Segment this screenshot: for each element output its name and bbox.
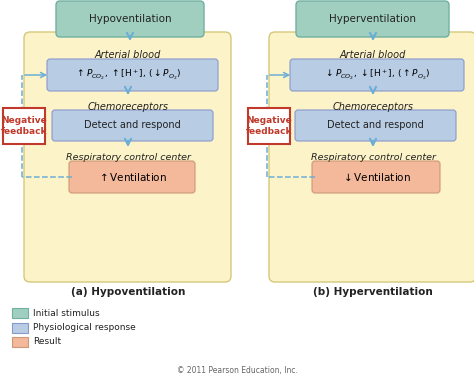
- Text: Respiratory control center: Respiratory control center: [310, 153, 436, 163]
- Text: Chemoreceptors: Chemoreceptors: [88, 102, 168, 112]
- Text: Physiological response: Physiological response: [33, 324, 136, 332]
- Text: $\uparrow$$P_{CO_2}$, $\uparrow$[H$^+$], ($\downarrow$$P_{O_2}$): $\uparrow$$P_{CO_2}$, $\uparrow$[H$^+$],…: [75, 68, 181, 82]
- Text: Arterial blood: Arterial blood: [340, 50, 406, 60]
- FancyBboxPatch shape: [69, 161, 195, 193]
- FancyBboxPatch shape: [56, 1, 204, 37]
- Text: Respiratory control center: Respiratory control center: [65, 153, 191, 163]
- Text: Hypoventilation: Hypoventilation: [89, 14, 171, 24]
- FancyBboxPatch shape: [24, 32, 231, 282]
- Bar: [12, 308, 28, 318]
- FancyBboxPatch shape: [312, 161, 440, 193]
- Text: Hyperventilation: Hyperventilation: [329, 14, 417, 24]
- Text: (b) Hyperventilation: (b) Hyperventilation: [313, 287, 433, 297]
- Text: (a) Hypoventilation: (a) Hypoventilation: [71, 287, 185, 297]
- Bar: [248, 108, 290, 144]
- Text: Result: Result: [33, 338, 61, 346]
- Text: $\downarrow$$P_{CO_2}$, $\downarrow$[H$^+$], ($\uparrow$$P_{O_2}$): $\downarrow$$P_{CO_2}$, $\downarrow$[H$^…: [324, 68, 430, 82]
- Text: $\uparrow$Ventilation: $\uparrow$Ventilation: [97, 171, 167, 183]
- FancyBboxPatch shape: [52, 110, 213, 141]
- Bar: [12, 337, 28, 347]
- FancyBboxPatch shape: [290, 59, 464, 91]
- Text: $\downarrow$Ventilation: $\downarrow$Ventilation: [341, 171, 411, 183]
- Text: Detect and respond: Detect and respond: [83, 121, 181, 130]
- Text: Negative
feedback: Negative feedback: [246, 116, 292, 136]
- Text: © 2011 Pearson Education, Inc.: © 2011 Pearson Education, Inc.: [176, 365, 298, 374]
- FancyBboxPatch shape: [296, 1, 449, 37]
- Bar: [3, 108, 45, 144]
- Text: Negative
feedback: Negative feedback: [1, 116, 47, 136]
- Text: Chemoreceptors: Chemoreceptors: [332, 102, 413, 112]
- Text: Initial stimulus: Initial stimulus: [33, 309, 100, 318]
- Text: Detect and respond: Detect and respond: [327, 121, 423, 130]
- FancyBboxPatch shape: [47, 59, 218, 91]
- FancyBboxPatch shape: [269, 32, 474, 282]
- Bar: [12, 323, 28, 333]
- Text: Arterial blood: Arterial blood: [95, 50, 161, 60]
- FancyBboxPatch shape: [295, 110, 456, 141]
